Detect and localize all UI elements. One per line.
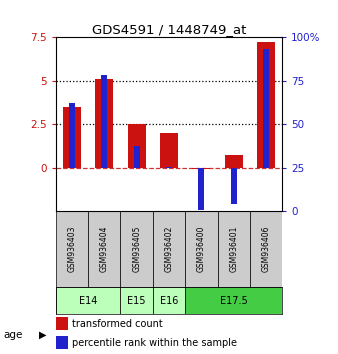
Bar	[134, 146, 140, 167]
Text: age: age	[3, 330, 23, 339]
Bar	[56, 211, 88, 287]
Text: E17.5: E17.5	[220, 296, 247, 306]
Text: E16: E16	[160, 296, 178, 306]
Bar	[63, 107, 81, 167]
Bar	[231, 167, 237, 204]
Bar	[120, 287, 153, 314]
Bar	[101, 75, 107, 167]
Bar	[257, 42, 275, 167]
Bar	[69, 103, 75, 167]
Bar	[263, 49, 269, 167]
Bar	[153, 287, 185, 314]
Bar	[128, 124, 146, 167]
Bar	[185, 211, 218, 287]
Bar	[153, 211, 185, 287]
Text: GSM936402: GSM936402	[165, 226, 173, 272]
Bar	[120, 211, 153, 287]
Bar	[95, 79, 113, 167]
Text: GSM936401: GSM936401	[229, 226, 238, 272]
Text: GSM936405: GSM936405	[132, 226, 141, 272]
Bar	[160, 133, 178, 167]
Text: percentile rank within the sample: percentile rank within the sample	[72, 338, 237, 348]
Bar	[56, 317, 68, 330]
Text: ▶: ▶	[39, 330, 46, 339]
Bar	[192, 167, 210, 169]
Bar	[218, 211, 250, 287]
Text: GSM936406: GSM936406	[262, 226, 270, 272]
Bar	[88, 211, 120, 287]
Text: GSM936403: GSM936403	[68, 226, 76, 272]
Bar	[225, 155, 243, 167]
Text: E14: E14	[79, 296, 97, 306]
Text: E15: E15	[127, 296, 146, 306]
Bar	[185, 287, 282, 314]
Bar	[250, 211, 282, 287]
Text: GDS4591 / 1448749_at: GDS4591 / 1448749_at	[92, 23, 246, 36]
Text: GSM936400: GSM936400	[197, 226, 206, 272]
Text: transformed count: transformed count	[72, 319, 162, 329]
Bar	[198, 167, 204, 210]
Text: GSM936404: GSM936404	[100, 226, 109, 272]
Bar	[56, 336, 68, 349]
Bar	[56, 287, 120, 314]
